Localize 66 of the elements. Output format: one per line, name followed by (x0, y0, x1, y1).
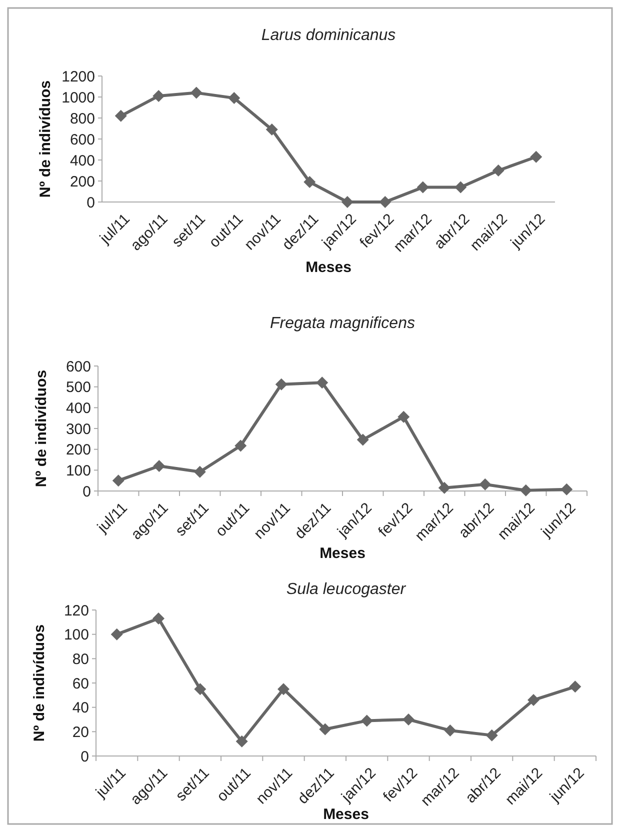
point (402, 714, 414, 726)
point (234, 440, 247, 452)
point (492, 164, 504, 176)
point (341, 196, 354, 208)
y-tick-label: 400 (70, 152, 95, 170)
point (190, 86, 202, 99)
chart-title: Sula leucogaster (286, 581, 406, 598)
point (454, 181, 467, 194)
point (444, 724, 456, 736)
y-tick-label: 60 (72, 675, 89, 692)
point (304, 176, 316, 188)
y-tick-label: 200 (70, 173, 95, 190)
point (520, 484, 532, 496)
y-tick-label: 0 (86, 194, 95, 212)
y-tick-label: 20 (72, 724, 89, 741)
y-axis-title: Nº de indivíduos (37, 80, 54, 198)
point (398, 410, 410, 423)
y-tick-label: 800 (70, 110, 95, 128)
point (275, 378, 288, 390)
y-tick-label: 600 (66, 358, 91, 376)
point (528, 694, 540, 706)
y-tick-label: 200 (66, 442, 91, 459)
y-tick-label: 300 (66, 420, 91, 438)
point (560, 483, 573, 496)
point (530, 150, 542, 163)
y-axis-title: Nº de indivíduos (31, 624, 48, 742)
y-tick-label: 100 (66, 462, 91, 480)
x-axis-title: Meses (320, 545, 366, 562)
point (228, 92, 240, 104)
y-tick-label: 600 (70, 131, 95, 148)
y-axis-title: Nº de indivíduos (33, 370, 50, 488)
y-tick-label: 40 (72, 700, 89, 717)
x-axis-title: Meses (306, 259, 352, 276)
point (379, 196, 392, 208)
y-tick-label: 0 (82, 483, 91, 500)
point (114, 110, 127, 122)
point (153, 460, 166, 472)
point (278, 683, 290, 696)
chart-title: Fregata magnificens (270, 315, 415, 332)
point (486, 729, 498, 742)
y-tick-label: 80 (72, 650, 89, 668)
point (319, 723, 332, 736)
point (356, 434, 369, 446)
point (112, 474, 124, 487)
point (316, 376, 328, 389)
y-tick-label: 0 (80, 748, 89, 766)
point (266, 124, 278, 136)
point (416, 181, 429, 194)
point (152, 612, 164, 625)
chart-title: Larus dominicanus (261, 27, 396, 44)
y-tick-label: 120 (64, 602, 89, 620)
x-axis-title: Meses (323, 806, 369, 823)
y-tick-label: 1200 (62, 68, 95, 86)
point (479, 478, 492, 490)
point (236, 735, 248, 748)
point (194, 683, 206, 696)
point (569, 680, 582, 693)
point (194, 466, 206, 478)
point (360, 714, 373, 727)
y-tick-label: 100 (64, 626, 89, 644)
y-tick-label: 400 (66, 400, 91, 417)
y-tick-label: 500 (66, 379, 91, 396)
point (152, 90, 165, 102)
point (110, 628, 123, 640)
y-tick-label: 1000 (62, 89, 95, 106)
point (438, 482, 450, 494)
